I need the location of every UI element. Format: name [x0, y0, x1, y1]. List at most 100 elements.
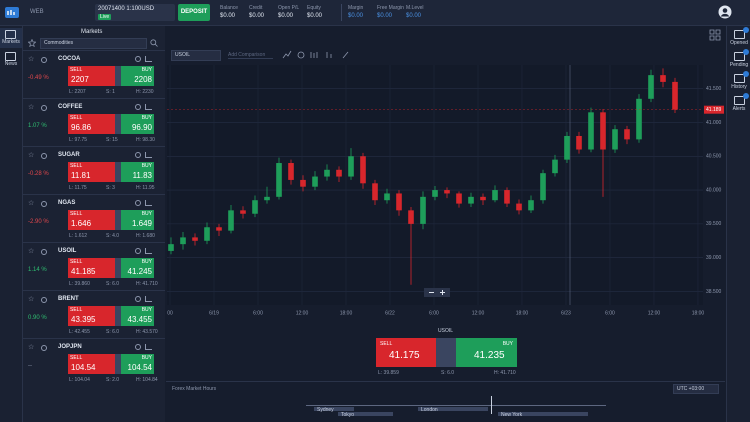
nav-label[interactable]: History	[731, 84, 747, 90]
info-btn[interactable]	[135, 200, 141, 206]
info-icon[interactable]	[41, 57, 47, 63]
last-price-tag	[704, 105, 724, 114]
buy-button[interactable]: BUY 41.245	[121, 258, 154, 278]
star[interactable]: ☆	[28, 56, 35, 63]
instrument-name: NGAS	[58, 200, 76, 206]
sell-button[interactable]: SELL 11.81	[68, 162, 115, 182]
amount[interactable]	[115, 210, 121, 230]
instrument-name: BRENT	[58, 296, 79, 302]
info-btn[interactable]	[135, 248, 141, 254]
nav-label[interactable]: Opened	[730, 40, 748, 46]
amount[interactable]	[115, 114, 121, 134]
buy-button[interactable]: BUY 11.83	[121, 162, 154, 182]
candle-body	[492, 190, 498, 201]
sell-price: 104.54	[71, 363, 96, 372]
chart-btn[interactable]	[145, 104, 152, 110]
sell-button[interactable]: SELL 41.175	[376, 338, 436, 367]
star[interactable]: ☆	[28, 344, 35, 351]
sell-button[interactable]: SELL 104.54	[68, 354, 115, 374]
search-icon[interactable]	[150, 39, 158, 47]
buy-button[interactable]: BUY 41.235	[456, 338, 517, 367]
chart-btn[interactable]	[145, 248, 152, 254]
x-tick-label: 6/23	[561, 310, 571, 316]
buy-button[interactable]: BUY 104.54	[121, 354, 154, 374]
x-tick-label: 6:00	[253, 310, 263, 316]
candle-body	[552, 159, 558, 174]
x-tick-label: 12:00	[648, 310, 661, 316]
symbol-select[interactable]: USOIL	[171, 50, 221, 61]
timezone-select[interactable]: UTC +03:00	[673, 384, 719, 394]
chart-btn[interactable]	[145, 296, 152, 302]
amount[interactable]	[115, 354, 121, 374]
info-icon[interactable]	[41, 201, 47, 207]
sell-price: 96.86	[71, 123, 92, 132]
trade-amount[interactable]	[436, 338, 456, 367]
amount[interactable]	[115, 162, 121, 182]
amount[interactable]	[115, 306, 121, 326]
nav-label[interactable]: Alerts	[732, 106, 746, 112]
candle-body	[432, 190, 438, 197]
deposit-button[interactable]: DEPOSIT	[178, 4, 210, 21]
x-tick-label: 12:00	[472, 310, 485, 316]
row-divider	[23, 98, 165, 99]
chart-btn[interactable]	[145, 56, 152, 62]
nav-label[interactable]: Pending	[729, 62, 749, 68]
high: H: 11.95	[136, 185, 155, 191]
buy-button[interactable]: BUY 43.455	[121, 306, 154, 326]
star-icon[interactable]	[28, 39, 36, 47]
high: H: 1.680	[136, 233, 155, 239]
sell-button[interactable]: SELL 41.185	[68, 258, 115, 278]
info-btn[interactable]	[135, 344, 141, 350]
high: H: 2230	[136, 89, 154, 95]
nav-label[interactable]: Markets	[2, 39, 20, 45]
info-btn[interactable]	[135, 152, 141, 158]
nav-label[interactable]: News	[4, 61, 18, 67]
account: 20071400 1:100USD	[98, 6, 155, 12]
instrument-name: SUGAR	[58, 152, 80, 158]
star[interactable]: ☆	[28, 104, 35, 111]
market-hours-title: Forex Market Hours	[172, 386, 217, 392]
star[interactable]: ☆	[28, 296, 35, 303]
info-icon[interactable]	[41, 105, 47, 111]
change: 1.07 %	[28, 123, 47, 129]
x-tick-label: 12:00	[296, 310, 309, 316]
star[interactable]: ☆	[28, 200, 35, 207]
separator	[341, 4, 342, 21]
buy-button[interactable]: BUY 1.649	[121, 210, 154, 230]
filter-select[interactable]: Commodities	[40, 38, 147, 49]
buy-button[interactable]: BUY 2208	[121, 66, 154, 86]
candle-body	[252, 200, 258, 214]
info-icon[interactable]	[41, 297, 47, 303]
info-icon[interactable]	[41, 345, 47, 351]
buy-label: BUY	[141, 355, 152, 361]
layout-icon[interactable]	[709, 29, 721, 41]
account-select[interactable]: 20071400 1:100USD Live	[95, 4, 175, 21]
user-icon[interactable]	[718, 5, 732, 19]
amount[interactable]	[115, 66, 121, 86]
chart-btn[interactable]	[145, 152, 152, 158]
star[interactable]: ☆	[28, 152, 35, 159]
x-tick-label: 6/19	[209, 310, 219, 316]
spread: S: 1	[106, 89, 115, 95]
chart-btn[interactable]	[145, 344, 152, 350]
nav-icon	[734, 74, 745, 83]
candle-body	[504, 190, 510, 204]
star[interactable]: ☆	[28, 248, 35, 255]
info-btn[interactable]	[135, 296, 141, 302]
amount[interactable]	[115, 258, 121, 278]
info-btn[interactable]	[135, 104, 141, 110]
stat-value: $0.00	[377, 13, 393, 19]
chart-btn[interactable]	[145, 200, 152, 206]
row-divider	[23, 290, 165, 291]
change: --	[28, 363, 32, 369]
zoom-buttons[interactable]	[424, 288, 450, 297]
sell-button[interactable]: SELL 2207	[68, 66, 115, 86]
info-icon[interactable]	[41, 153, 47, 159]
sell-button[interactable]: SELL 43.395	[68, 306, 115, 326]
sell-button[interactable]: SELL 96.86	[68, 114, 115, 134]
buy-button[interactable]: BUY 96.90	[121, 114, 154, 134]
sell-button[interactable]: SELL 1.646	[68, 210, 115, 230]
info-btn[interactable]	[135, 56, 141, 62]
add-comparison[interactable]: Add Comparison	[228, 52, 273, 59]
info-icon[interactable]	[41, 249, 47, 255]
